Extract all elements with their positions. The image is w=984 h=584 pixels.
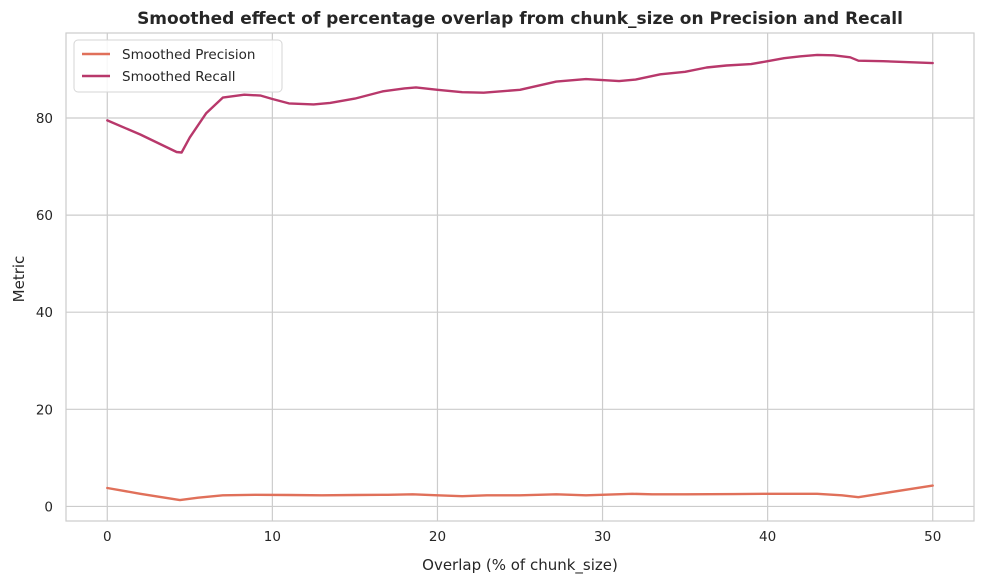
- x-tick-label: 0: [103, 529, 112, 545]
- x-axis-ticks: 0 10 20 30 40 50: [103, 529, 941, 545]
- plot-frame: [65, 32, 975, 522]
- y-tick-label: 80: [36, 111, 53, 127]
- x-tick-label: 50: [924, 529, 941, 545]
- x-tick-label: 10: [264, 529, 281, 545]
- y-tick-label: 40: [36, 305, 53, 321]
- y-tick-label: 60: [36, 208, 53, 224]
- x-tick-label: 20: [429, 529, 446, 545]
- series-lines: [106, 53, 934, 502]
- x-tick-label: 30: [594, 529, 611, 545]
- series-line-recall: [106, 53, 934, 154]
- grid: [66, 33, 974, 521]
- legend-label: Smoothed Recall: [122, 69, 236, 85]
- x-axis-label: Overlap (% of chunk_size): [422, 556, 618, 575]
- legend-box: [73, 39, 283, 93]
- y-tick-label: 20: [36, 402, 53, 418]
- series-line-precision: [106, 484, 934, 502]
- legend: Smoothed Precision Smoothed Recall: [73, 39, 283, 93]
- y-tick-label: 0: [44, 499, 53, 515]
- x-tick-label: 40: [759, 529, 776, 545]
- y-axis-label: Metric: [10, 256, 28, 303]
- legend-label: Smoothed Precision: [122, 47, 256, 63]
- y-axis-ticks: 0 20 40 60 80: [36, 111, 53, 515]
- chart-title: Smoothed effect of percentage overlap fr…: [137, 9, 903, 29]
